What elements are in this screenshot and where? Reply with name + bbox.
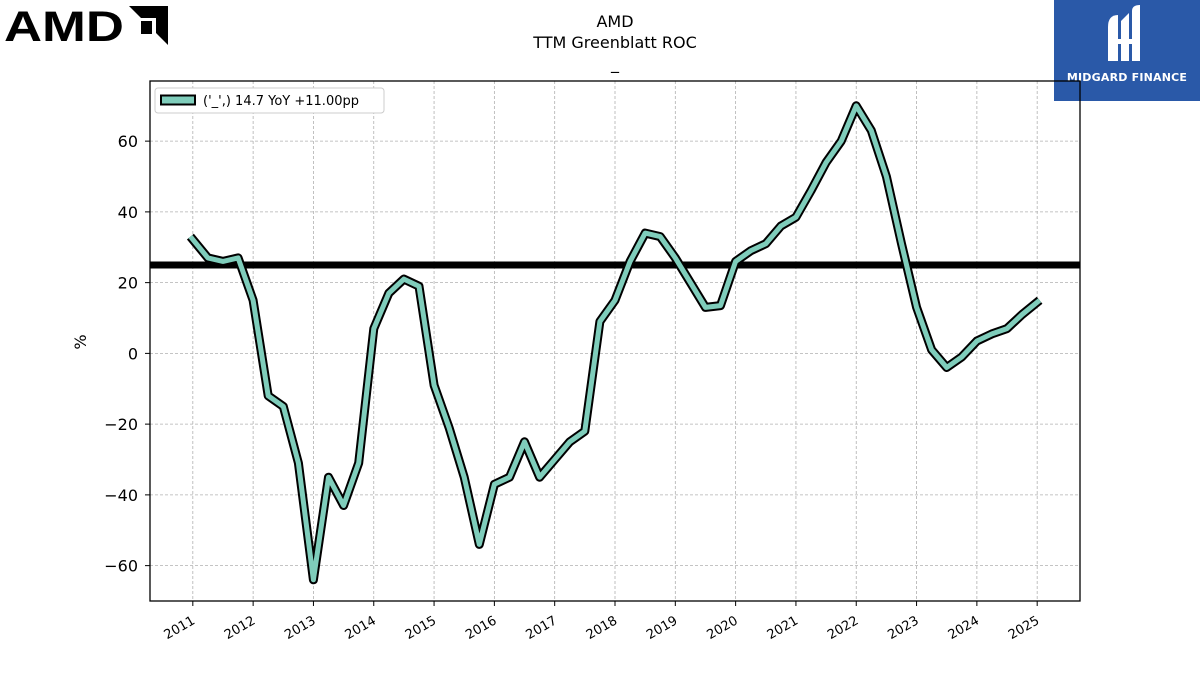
- x-tick-label: 2012: [222, 613, 258, 643]
- data-point: [974, 339, 979, 344]
- data-point: [613, 298, 618, 303]
- series-layer: [186, 101, 1043, 585]
- brand-name: MIDGARD FINANCE: [1066, 71, 1188, 84]
- data-point: [326, 475, 331, 480]
- data-point: [356, 461, 361, 466]
- data-point: [703, 305, 708, 310]
- data-point: [552, 457, 557, 462]
- data-point: [959, 354, 964, 359]
- series-line: [188, 103, 1042, 583]
- chart-subtitle: TTM Greenblatt ROC: [532, 33, 697, 52]
- data-point: [188, 234, 193, 239]
- data-point: [371, 326, 376, 331]
- x-tick-label: 2022: [825, 613, 861, 643]
- amd-logo: AMD: [4, 4, 168, 46]
- legend-label: ('_',) 14.7 YoY +11.00pp: [203, 94, 359, 109]
- x-tick-label: 2019: [644, 613, 680, 643]
- data-point: [447, 425, 452, 430]
- x-tick-label: 2016: [463, 613, 499, 643]
- data-point: [221, 259, 226, 264]
- data-point: [809, 188, 814, 193]
- data-point: [688, 280, 693, 285]
- y-tick-label: 40: [118, 203, 138, 222]
- data-point: [643, 231, 648, 236]
- data-point: [1020, 312, 1025, 317]
- data-point: [537, 475, 542, 480]
- data-point: [914, 305, 919, 310]
- data-point: [477, 542, 482, 547]
- midgard-logo-icon: [1108, 5, 1140, 61]
- data-point: [763, 241, 768, 246]
- legend: ('_',) 14.7 YoY +11.00pp: [154, 87, 385, 114]
- data-point: [989, 331, 994, 336]
- x-tick-label: 2024: [946, 613, 982, 643]
- x-tick-label: 2025: [1006, 613, 1042, 643]
- data-point: [748, 248, 753, 253]
- data-point: [673, 255, 678, 260]
- y-tick-label: 0: [128, 344, 138, 363]
- x-tick-label: 2020: [704, 613, 740, 643]
- y-tick-label: −60: [104, 557, 138, 576]
- data-point: [793, 215, 798, 220]
- x-tick-label: 2011: [162, 613, 198, 643]
- data-point: [733, 259, 738, 264]
- y-axis-label: %: [71, 334, 90, 349]
- data-point: [929, 347, 934, 352]
- x-tick-label: 2023: [885, 613, 921, 643]
- amd-arrow-icon: [129, 6, 168, 45]
- data-point: [311, 577, 316, 582]
- x-axis: 2011 2012 2013 2014 2015 2016 2017 2018 2019 2020…: [162, 601, 1042, 643]
- x-tick-label: 2017: [524, 613, 560, 643]
- data-point: [1005, 326, 1010, 331]
- data-point: [462, 475, 467, 480]
- data-point: [854, 103, 859, 108]
- data-point: [401, 277, 406, 282]
- data-point: [824, 160, 829, 165]
- data-point: [567, 439, 572, 444]
- brand-badge: MIDGARD FINANCE: [1054, 0, 1200, 101]
- data-point: [266, 393, 271, 398]
- x-tick-label: 2018: [584, 613, 620, 643]
- data-point: [582, 429, 587, 434]
- data-point: [944, 365, 949, 370]
- y-tick-label: −40: [104, 486, 138, 505]
- data-point: [341, 503, 346, 508]
- y-tick-label: −20: [104, 415, 138, 434]
- data-point: [778, 224, 783, 229]
- y-axis: −60 −40 −20 0 20 40 60: [104, 132, 150, 576]
- x-tick-label: 2014: [343, 613, 379, 643]
- data-point: [296, 461, 301, 466]
- y-tick-label: 20: [118, 274, 138, 293]
- data-point: [432, 383, 437, 388]
- x-tick-label: 2015: [403, 613, 439, 643]
- amd-logo-text: AMD: [4, 4, 124, 46]
- data-point: [236, 255, 241, 260]
- data-point: [718, 303, 723, 308]
- data-point: [1037, 298, 1042, 303]
- chart-subtitle-2: _: [610, 54, 620, 74]
- data-point: [492, 482, 497, 487]
- chart-title: AMD: [596, 12, 633, 31]
- data-point: [658, 234, 663, 239]
- data-point: [417, 284, 422, 289]
- legend-box: [154, 87, 385, 114]
- data-point: [507, 475, 512, 480]
- data-point: [251, 298, 256, 303]
- data-point: [281, 404, 286, 409]
- y-tick-label: 60: [118, 132, 138, 151]
- x-tick-label: 2021: [765, 613, 801, 643]
- data-point: [205, 255, 210, 260]
- data-point: [522, 439, 527, 444]
- data-point: [839, 139, 844, 144]
- legend-swatch: [160, 94, 196, 106]
- data-point: [869, 128, 874, 133]
- data-point: [884, 174, 889, 179]
- data-point: [386, 291, 391, 296]
- data-point: [597, 319, 602, 324]
- grid: [150, 81, 1080, 601]
- x-tick-label: 2013: [282, 613, 318, 643]
- data-point: [899, 241, 904, 246]
- data-point: [628, 259, 633, 264]
